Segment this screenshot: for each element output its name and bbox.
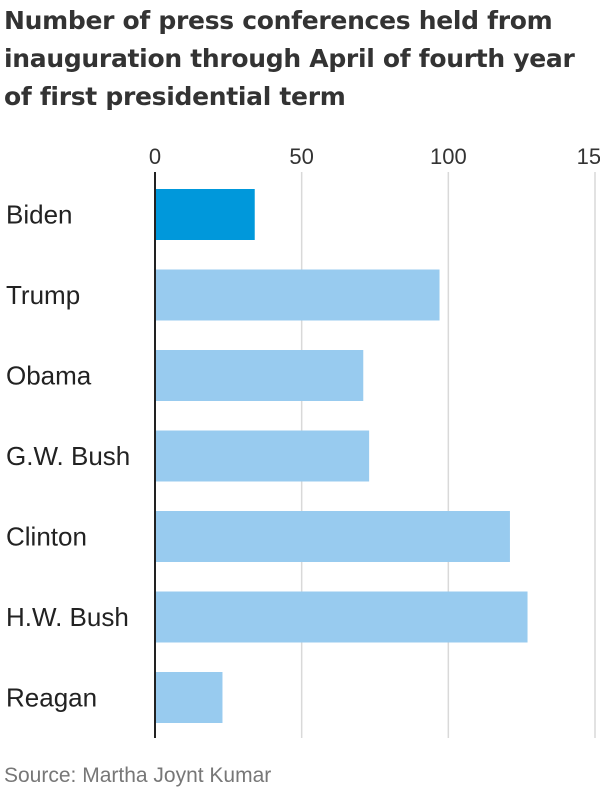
category-label-clinton: Clinton: [6, 522, 87, 552]
category-label-trump: Trump: [6, 280, 80, 310]
bar-biden: [155, 189, 255, 240]
x-tick-label-0: 0: [149, 144, 161, 169]
x-tick-label-100: 100: [430, 144, 467, 169]
x-tick-label-150: 150: [577, 144, 600, 169]
category-label-g-w-bush: G.W. Bush: [6, 441, 130, 471]
x-tick-label-50: 50: [289, 144, 313, 169]
bar-clinton: [155, 511, 510, 562]
bar-h-w-bush: [155, 591, 528, 643]
chart-title: Number of press conferences held from in…: [4, 6, 575, 111]
category-label-h-w-bush: H.W. Bush: [6, 602, 129, 632]
bar-reagan: [155, 672, 223, 723]
bar-trump: [155, 269, 440, 321]
bar-obama: [155, 350, 364, 401]
bar-g-w-bush: [155, 430, 370, 482]
category-label-obama: Obama: [6, 361, 92, 391]
category-label-reagan: Reagan: [6, 683, 97, 713]
category-label-biden: Biden: [6, 200, 73, 230]
source-note: Source: Martha Joynt Kumar: [4, 764, 272, 787]
